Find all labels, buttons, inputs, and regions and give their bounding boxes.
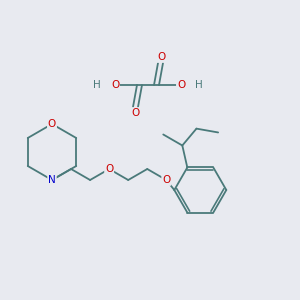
Text: O: O [162,175,170,185]
Text: H: H [93,80,101,90]
Text: O: O [105,164,113,174]
Text: O: O [157,52,165,62]
Text: N: N [48,175,56,185]
Text: O: O [48,119,56,129]
Text: H: H [195,80,203,90]
Text: O: O [177,80,185,90]
Text: O: O [111,80,119,90]
Text: O: O [131,108,139,118]
